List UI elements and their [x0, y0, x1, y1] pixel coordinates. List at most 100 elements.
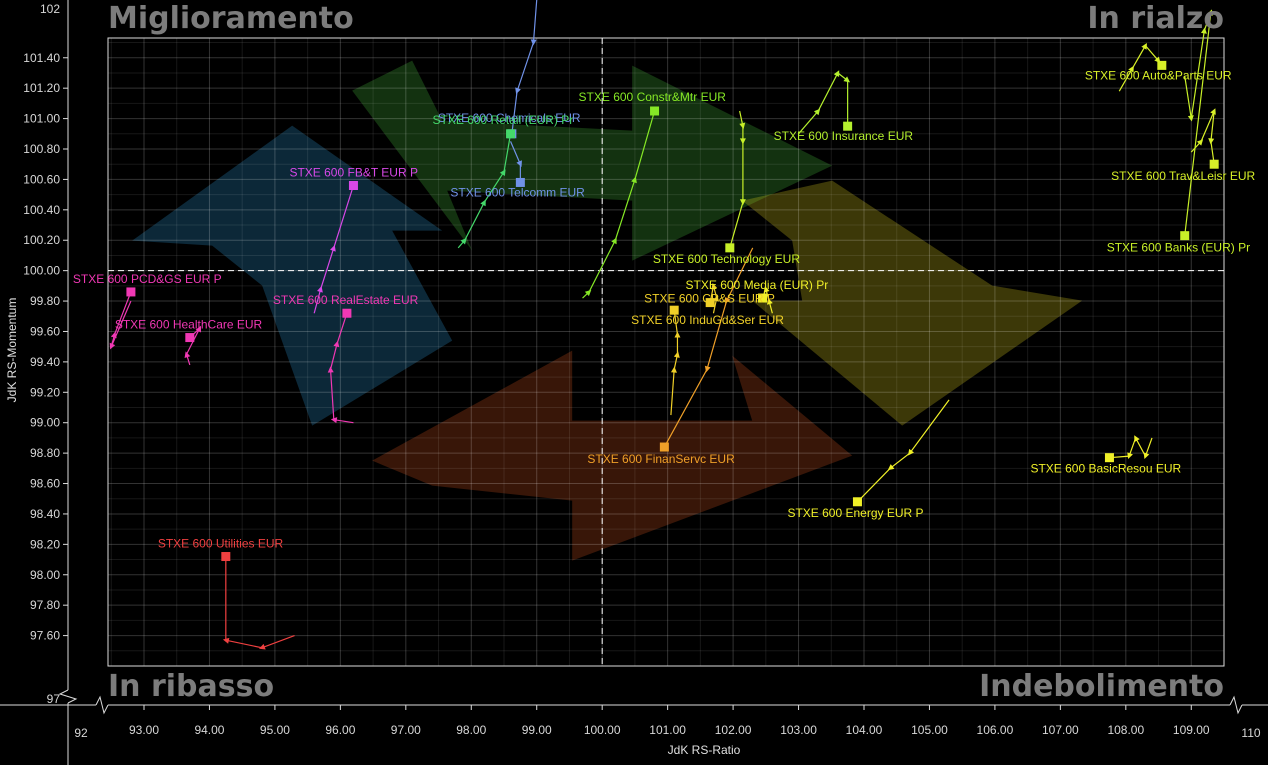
y-tick-label: 98.40 [30, 507, 60, 521]
tail-point [1210, 108, 1216, 115]
y-tick-label: 97.80 [30, 598, 60, 612]
tail-point [530, 39, 537, 46]
y-tick-label: 99.20 [30, 385, 60, 399]
tail-point [739, 122, 746, 130]
x-axis-break-left [95, 695, 109, 715]
tail-point [739, 199, 746, 206]
series-label: STXE 600 Utilities EUR [158, 537, 284, 551]
x-axis-title: JdK RS-Ratio [668, 743, 741, 757]
plot-border [107, 37, 1225, 667]
quadrant-improving-label: Miglioramento [108, 1, 354, 36]
y-axis-break [58, 689, 78, 704]
tail-point [195, 325, 201, 333]
series-label: STXE 600 HealthCare EUR [115, 318, 263, 332]
series-2 [509, 141, 525, 187]
series-head-marker [185, 333, 195, 343]
series-label: STXE 600 RealEstate EUR [273, 293, 419, 307]
y-tick-label: 98.80 [30, 446, 60, 460]
tail-point [670, 366, 677, 373]
x-axis-break-right [1229, 695, 1243, 715]
lagging-arrow [372, 350, 853, 561]
series-head-marker [758, 293, 768, 303]
series-tail [511, 0, 538, 134]
y-tick-label: 98.00 [30, 568, 60, 582]
tail-point [725, 297, 731, 304]
series-10 [1118, 43, 1167, 92]
x-tick-label: 105.00 [911, 723, 948, 737]
series-label: STXE 600 PCD&GS EUR P [73, 272, 222, 286]
tail-point [1128, 65, 1134, 73]
series-label: STXE 600 Retail (EUR) Pr [433, 113, 574, 127]
series-11 [1190, 108, 1219, 169]
tail-point [259, 643, 266, 650]
y-tick-label: 100.60 [23, 172, 60, 186]
x-tick-label: 103.00 [780, 723, 817, 737]
x-tick-label: 95.00 [260, 723, 290, 737]
tail-point [887, 464, 895, 471]
series-head-marker [843, 121, 853, 131]
tail-point [1143, 452, 1150, 459]
series-17 [659, 247, 754, 452]
x-tick-label: 98.00 [456, 723, 486, 737]
y-tick-label: 101.40 [23, 51, 60, 65]
series-0 [582, 106, 660, 299]
series-label: STXE 600 InduGd&Ser EUR [631, 313, 784, 327]
series-head-marker [126, 287, 136, 297]
tail-point [480, 199, 486, 207]
tick-labels: 93.00 94.00 95.00 96.00 97.00 98.00 99.00 100.0… [23, 2, 1261, 740]
tail-point [1208, 138, 1215, 145]
series-label: STXE 600 Energy EUR P [787, 506, 923, 520]
y-tick-label: 99.00 [30, 416, 60, 430]
x-min-label: 92 [74, 726, 88, 740]
y-tick-label: 98.60 [30, 477, 60, 491]
x-tick-label: 93.00 [129, 723, 159, 737]
tail-point [631, 176, 637, 184]
y-min-label: 97 [47, 692, 61, 706]
series-head-marker [1209, 159, 1219, 169]
tail-point [327, 366, 334, 373]
y-axis-title: JdK RS-Momentum [5, 298, 19, 403]
tail-point [739, 138, 746, 145]
x-tick-label: 107.00 [1042, 723, 1079, 737]
tail-point [109, 342, 116, 350]
series-4 [327, 308, 354, 424]
y-tick-label: 99.80 [30, 294, 60, 308]
tail-point [222, 637, 230, 644]
y-tick-label: 99.60 [30, 324, 60, 338]
series-6 [184, 325, 201, 366]
series-head-marker [1157, 60, 1167, 70]
tail-point [333, 340, 340, 348]
series-tail [857, 399, 950, 503]
tail-point [1207, 9, 1213, 16]
series-head-marker [650, 106, 660, 116]
improving-arrow [132, 125, 453, 426]
series-label: STXE 600 CP&S EUR P [644, 292, 775, 306]
series-head-marker [669, 305, 679, 315]
quadrant-weakening-label: Indebolimento [979, 669, 1224, 704]
tail-point [673, 351, 680, 358]
x-max-label: 110 [1241, 726, 1260, 740]
series-label: STXE 600 Insurance EUR [774, 129, 914, 143]
tail-point [184, 351, 191, 359]
x-tick-label: 94.00 [194, 723, 224, 737]
y-tick-label: 98.20 [30, 537, 60, 551]
series-label: STXE 600 Telcomm EUR [450, 185, 585, 199]
series-label: STXE 600 Technology EUR [653, 252, 801, 266]
series-label: STXE 600 FinanServc EUR [587, 452, 735, 466]
y-tick-label: 100.80 [23, 142, 60, 156]
x-tick-label: 104.00 [846, 723, 883, 737]
tail-point [833, 70, 840, 78]
series-12 [1180, 9, 1213, 241]
tail-point [317, 285, 323, 293]
y-tick-label: 101.00 [23, 112, 60, 126]
tail-point [515, 87, 521, 95]
series-head-marker [221, 552, 231, 562]
series-tail [313, 185, 355, 314]
leading-arrow [352, 60, 833, 261]
series-head-marker [852, 497, 862, 507]
y-tick-label: 101.20 [23, 81, 60, 95]
tail-point [843, 76, 851, 83]
x-tick-label: 97.00 [391, 723, 421, 737]
series-head-marker [506, 129, 516, 139]
